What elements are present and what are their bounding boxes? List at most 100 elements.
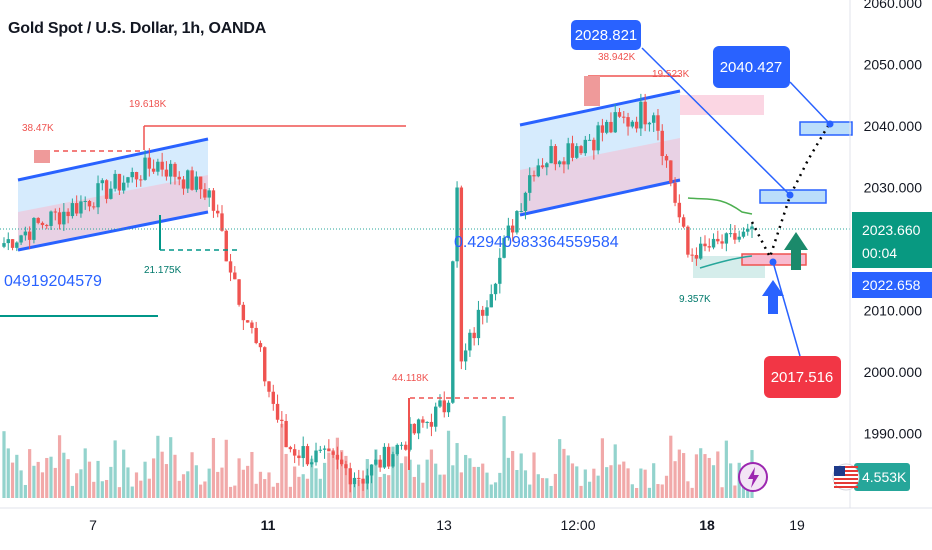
volume-bar [647, 487, 652, 498]
volume-bar [558, 439, 562, 498]
volume-bar [280, 423, 284, 498]
volume-bar [62, 452, 66, 498]
supply-zone [680, 95, 764, 115]
candle-body [553, 146, 558, 165]
flag-stripe [834, 478, 858, 480]
volume-bar [442, 474, 446, 498]
volume-bar [2, 431, 6, 498]
lightning-icon [738, 462, 768, 492]
candle-body [100, 180, 105, 184]
volume-bar [634, 487, 639, 498]
candle-body [216, 210, 220, 214]
volume-bar [592, 468, 596, 498]
candle-body [416, 419, 421, 434]
candle-body [15, 242, 19, 248]
volume-bar [177, 480, 181, 498]
volume-bar [122, 449, 126, 498]
volume-bar [468, 458, 472, 498]
volume-bar [587, 481, 592, 498]
volume-bar [511, 451, 515, 498]
volume-bar [53, 467, 57, 498]
candle-body [314, 450, 318, 463]
candle-body [493, 283, 498, 295]
flag-stripe [834, 486, 858, 488]
connector-2040 [789, 81, 831, 125]
volume-bar [464, 454, 468, 498]
candle-body [83, 200, 87, 202]
connector-2017 [772, 261, 801, 357]
volume-bar [109, 466, 113, 498]
volume-bar [532, 452, 536, 498]
volume-bar [246, 465, 250, 498]
candle-body [339, 459, 344, 465]
volume-bar [143, 461, 147, 498]
candle-body [724, 233, 729, 244]
volume-bar [224, 439, 228, 498]
candle-body [263, 347, 267, 382]
price-tick-label: 2050.000 [864, 57, 923, 73]
volume-bar [318, 478, 322, 498]
candle-body [408, 423, 412, 450]
volume-bar [117, 487, 122, 498]
volume-bar [250, 451, 254, 498]
candle-body [579, 146, 583, 154]
candle-body [322, 448, 327, 450]
volume-bar [49, 456, 53, 498]
volume-bar [694, 454, 699, 498]
candle-body [515, 211, 519, 233]
volume-bar [472, 466, 476, 498]
volume-bar [314, 468, 318, 498]
volume-bar [57, 435, 62, 498]
candle-body [288, 447, 293, 450]
candle-body [592, 139, 596, 151]
volume-label: 44.118K [392, 373, 429, 384]
volume-bar [716, 451, 720, 498]
candle-body [156, 161, 160, 172]
candle-body [96, 183, 100, 208]
volume-bar [186, 471, 190, 498]
volume-bar [96, 460, 100, 498]
candle-body [391, 454, 395, 467]
candle-body [109, 188, 113, 199]
candle-body [168, 163, 173, 177]
volume-bar [267, 472, 271, 498]
candle-body [237, 279, 241, 305]
volume-bar [83, 448, 87, 498]
flag-stripe [834, 470, 858, 472]
channel-1-lower-line [17, 210, 209, 252]
candle-body [228, 261, 233, 273]
volume-bar [609, 465, 613, 498]
level-box-2040 [713, 46, 790, 88]
volume-bar [126, 467, 130, 498]
candle-body [455, 187, 459, 262]
candle-body [374, 459, 378, 465]
volume-bar [100, 481, 104, 498]
volume-bar [729, 463, 733, 498]
volume-bar [626, 468, 630, 498]
volume-bar [130, 486, 134, 498]
volume-bar [652, 463, 656, 498]
volume-bar [622, 461, 626, 498]
volume-bar [399, 463, 404, 498]
time-tick-label: 11 [261, 517, 276, 533]
level-box-2017 [764, 356, 841, 398]
lightning-bolt [748, 467, 759, 488]
level-box-2028 [571, 20, 641, 50]
candle-body [151, 168, 156, 172]
volume-bar [87, 461, 92, 498]
volume-bar [357, 479, 361, 498]
volume-bar [164, 464, 169, 498]
volume-bar [233, 485, 237, 498]
candle-body [643, 101, 647, 125]
candle-body [220, 213, 224, 231]
volume-bar [15, 454, 19, 498]
price-tick-label: 1990.000 [864, 426, 923, 442]
candle-body [348, 468, 352, 485]
volume-bar [173, 454, 177, 498]
candle-body [587, 139, 592, 141]
candle-body [254, 327, 258, 344]
volume-bar [203, 481, 207, 498]
volume-bar [340, 450, 344, 498]
volume-bar [147, 478, 151, 498]
